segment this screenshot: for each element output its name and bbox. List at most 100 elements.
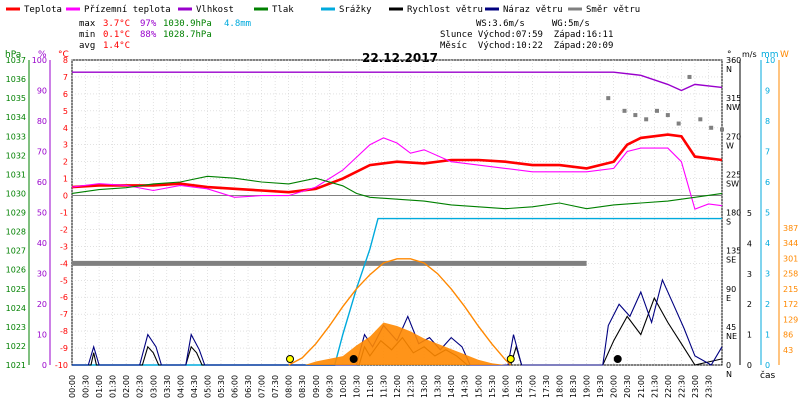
legend-label-7: Směr větru	[586, 5, 640, 15]
rain-tick: 1	[765, 331, 770, 340]
grid	[71, 59, 723, 366]
rain-tick: 4	[765, 239, 770, 248]
direction-axis-label: °	[727, 50, 732, 60]
humidity-tick: 0	[42, 361, 47, 370]
temperature-tick: 3	[63, 141, 68, 150]
stats-avg-label: avg	[79, 41, 95, 51]
x-tick: 19:00	[583, 375, 592, 398]
temperature-tick: -8	[60, 327, 68, 336]
x-tick: 11:00	[366, 375, 375, 398]
x-tick: 13:00	[420, 375, 429, 398]
rain-tick: 10	[765, 56, 775, 65]
series-solar	[288, 258, 512, 366]
temperature-tick: 0	[63, 192, 68, 201]
pressure-tick: 1037	[6, 56, 26, 65]
humidity-tick: 50	[37, 209, 47, 218]
series-náraz-větru	[72, 278, 723, 366]
temperature-axis-label: °C	[58, 50, 69, 60]
solar-tick: 301	[783, 254, 798, 263]
direction-tick: 0	[726, 361, 731, 370]
x-tick: 00:00	[68, 375, 77, 398]
x-tick: 17:00	[528, 375, 537, 398]
rain-tick: 9	[765, 87, 770, 96]
legend-label-6: Náraz větru	[503, 5, 563, 15]
x-tick: 01:00	[95, 375, 104, 398]
solar-tick: 43	[783, 346, 793, 355]
direction-tick: 180	[726, 209, 741, 218]
direction-tick: 135	[726, 247, 741, 256]
series	[71, 71, 724, 366]
direction-tick-label: N	[726, 65, 732, 74]
wind-direction-point	[720, 127, 724, 132]
rain-tick: 6	[765, 178, 770, 187]
x-tick: 05:00	[203, 375, 212, 398]
x-tick: 05:30	[217, 375, 226, 398]
pressure-tick: 1034	[6, 113, 26, 122]
direction-tick-label: NW	[726, 103, 740, 112]
direction-tick-label: SW	[726, 179, 739, 188]
solar-tick: 344	[783, 239, 798, 248]
x-tick: 10:00	[339, 375, 348, 398]
marker-moonrise	[349, 355, 358, 363]
direction-tick-label: NE	[726, 332, 737, 341]
x-tick: 17:30	[542, 375, 551, 398]
legend-label-2: Vlhkost	[196, 5, 234, 15]
humidity-tick: 90	[37, 87, 47, 96]
x-tick: 02:30	[136, 375, 145, 398]
humidity-tick: 60	[37, 178, 47, 187]
stats-max-label: max	[79, 19, 96, 29]
temperature-tick: -2	[60, 225, 68, 234]
wind-tick: 4	[747, 239, 752, 248]
direction-tick: 315	[726, 94, 741, 103]
stats-max-rain: 4.8mm	[224, 19, 251, 29]
wind-direction-point	[709, 125, 714, 130]
sun-info: Slunce Východ:07:59 Západ:16:11	[440, 30, 613, 40]
solar-tick: 172	[783, 300, 798, 309]
x-tick: 02:00	[122, 375, 131, 398]
marker-sunrise	[286, 355, 295, 363]
pressure-tick: 1025	[6, 285, 26, 294]
x-tick: 19:30	[596, 375, 605, 398]
pressure-tick: 1028	[6, 228, 26, 237]
direction-tick: 270	[726, 132, 741, 141]
x-tick: 11:30	[379, 375, 388, 398]
humidity-tick: 20	[37, 300, 47, 309]
x-tick: 09:30	[325, 375, 334, 398]
pressure-tick: 1026	[6, 266, 26, 275]
temperature-tick: -7	[60, 310, 68, 319]
temperature-tick: 1	[63, 175, 68, 184]
x-tick: 23:30	[704, 375, 713, 398]
wind-direction-point	[633, 113, 638, 118]
humidity-tick: 100	[32, 56, 47, 65]
wind-direction-point	[622, 108, 627, 113]
series-přízemní-teplota	[71, 137, 723, 210]
x-axis-label: čas	[760, 370, 775, 381]
temperature-tick: -10	[55, 361, 68, 370]
x-tick: 15:30	[488, 375, 497, 398]
temperature-tick: -3	[60, 242, 68, 251]
humidity-tick: 70	[37, 148, 47, 157]
stats-max-hum: 97%	[140, 19, 157, 29]
chart-legend: Teplota Přízemní teplota Vlhkost Tlak Srážky…	[6, 5, 640, 15]
x-tick: 23:00	[691, 375, 700, 398]
wind-direction-point	[655, 108, 659, 113]
solar-tick: 258	[783, 270, 798, 279]
rain-tick: 5	[765, 209, 770, 218]
temperature-tick: 8	[63, 56, 68, 65]
wind-direction-point	[606, 96, 611, 101]
marker-sunset	[506, 355, 515, 363]
humidity-tick: 30	[37, 270, 47, 279]
x-tick: 14:30	[461, 375, 470, 398]
temperature-tick: 7	[63, 73, 68, 82]
wind-direction-point	[676, 121, 681, 126]
moon-info: Měsíc Východ:10:22 Západ:20:09	[440, 41, 613, 51]
pressure-tick: 1024	[6, 304, 26, 313]
pressure-tick: 1035	[6, 94, 26, 103]
x-tick: 01:30	[109, 375, 118, 398]
wind-direction-point	[687, 74, 692, 79]
rain-tick: 3	[765, 270, 770, 279]
rain-axis-label: mm	[761, 50, 779, 60]
x-tick: 08:30	[298, 375, 307, 398]
x-tick: 09:00	[312, 375, 321, 398]
